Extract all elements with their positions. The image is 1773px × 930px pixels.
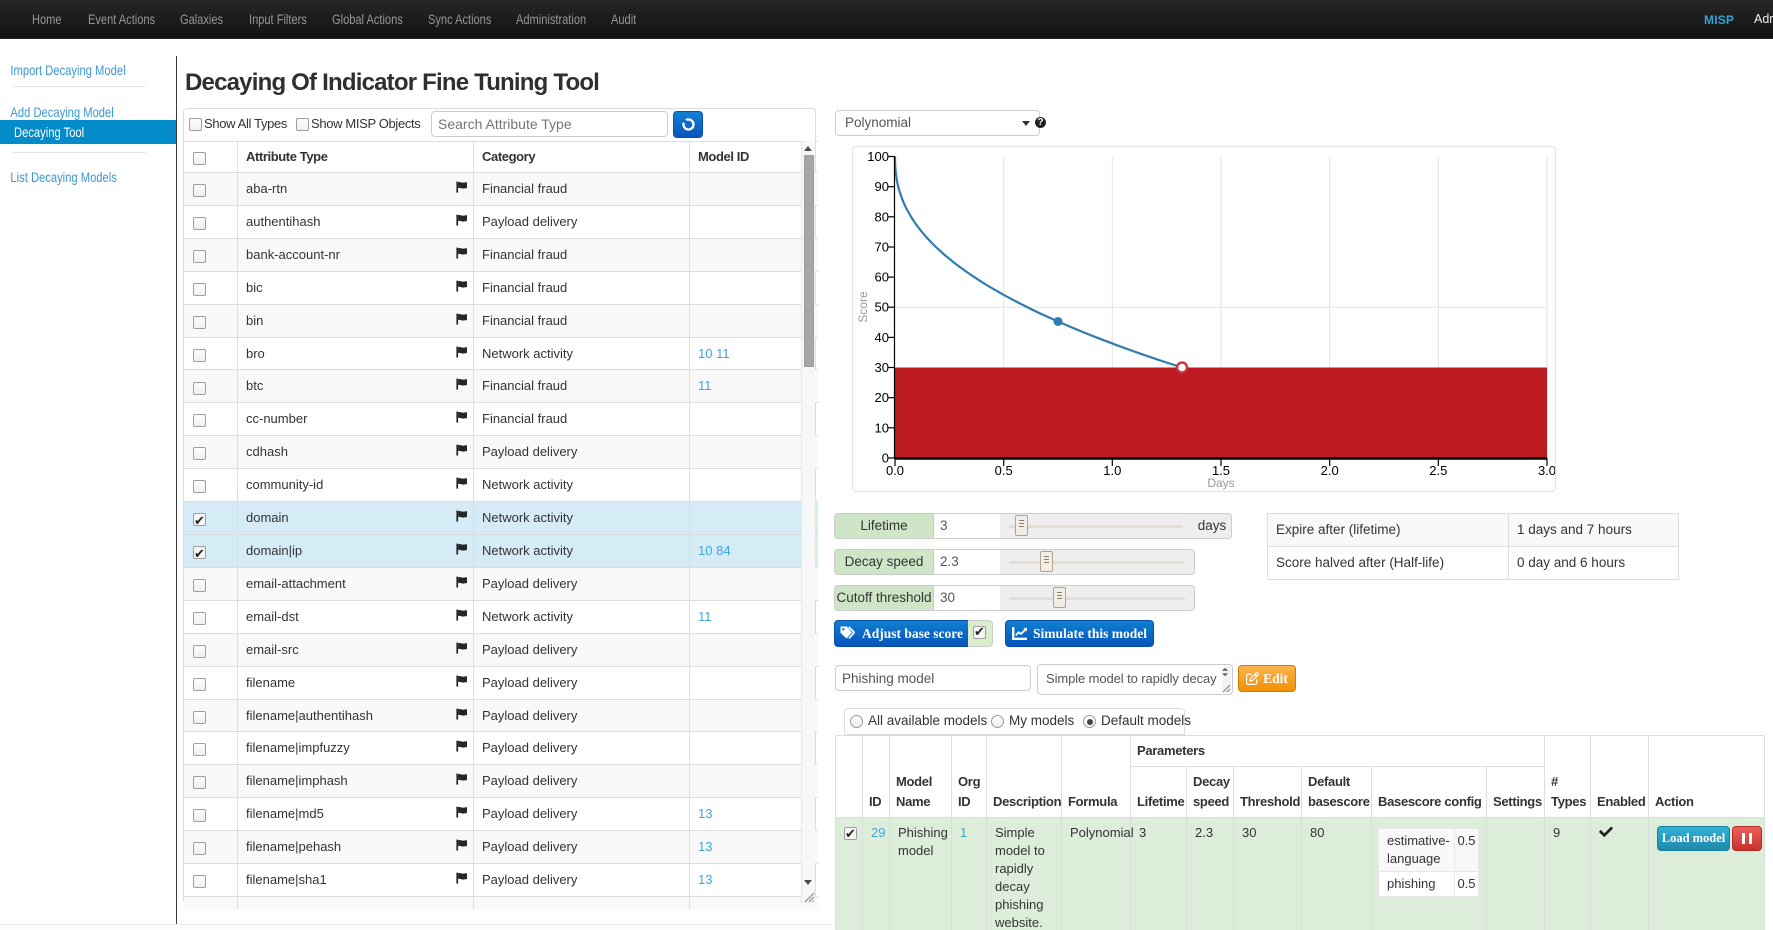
svg-text:100: 100	[867, 149, 889, 164]
svg-text:10: 10	[875, 420, 889, 435]
svg-text:0.5: 0.5	[995, 463, 1013, 478]
svg-text:2.5: 2.5	[1429, 463, 1447, 478]
svg-text:Score: Score	[856, 291, 870, 323]
svg-text:3.0: 3.0	[1538, 463, 1555, 478]
svg-text:0: 0	[882, 451, 889, 466]
svg-text:2.0: 2.0	[1321, 463, 1339, 478]
svg-text:20: 20	[875, 390, 889, 405]
svg-text:60: 60	[875, 270, 889, 285]
svg-text:1.5: 1.5	[1212, 463, 1230, 478]
svg-text:1.0: 1.0	[1103, 463, 1121, 478]
svg-text:0.0: 0.0	[886, 463, 904, 478]
svg-text:90: 90	[875, 179, 889, 194]
svg-text:30: 30	[875, 360, 889, 375]
svg-text:Days: Days	[1207, 476, 1234, 490]
svg-text:70: 70	[875, 240, 889, 255]
svg-text:50: 50	[875, 300, 889, 315]
svg-text:80: 80	[875, 209, 889, 224]
svg-text:40: 40	[875, 330, 889, 345]
